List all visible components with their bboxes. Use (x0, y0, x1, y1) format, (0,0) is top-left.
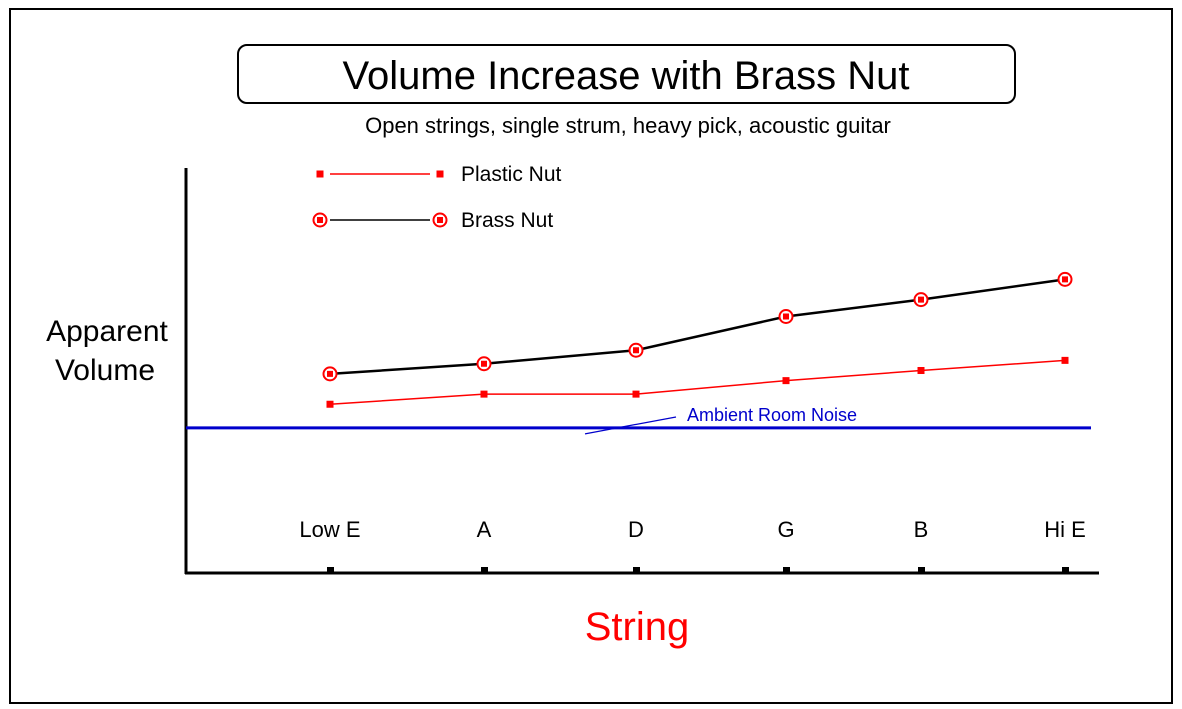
legend-item: Brass Nut (312, 209, 553, 232)
legend-label: Plastic Nut (461, 163, 562, 186)
data-point (326, 400, 334, 408)
legend: Plastic Nut Brass Nut (312, 163, 562, 232)
data-point (782, 377, 790, 385)
x-tick-label: Hi E (1044, 517, 1086, 542)
data-point (322, 366, 338, 382)
reference-leader-line (584, 416, 677, 435)
chart-subtitle: Open strings, single strum, heavy pick, … (365, 113, 891, 138)
legend-marker (316, 170, 324, 178)
marker-core (918, 296, 924, 303)
data-point (1057, 271, 1073, 287)
marker-core (437, 217, 443, 223)
x-tick (1062, 567, 1069, 574)
data-point (632, 390, 640, 398)
data-point (1061, 356, 1069, 364)
chart-title: Volume Increase with Brass Nut (343, 54, 910, 98)
data-point (628, 342, 644, 358)
x-tick-label: B (914, 517, 929, 542)
marker-core (317, 217, 323, 223)
data-point (476, 356, 492, 372)
marker-core (633, 347, 639, 354)
x-tick (481, 567, 488, 574)
y-axis-label-line-1: Apparent (46, 315, 168, 348)
series-line (329, 278, 1066, 376)
data-point (917, 367, 925, 374)
series-line (329, 359, 1066, 405)
x-tick-label: A (477, 517, 492, 542)
marker-core (327, 370, 333, 377)
legend-marker (436, 170, 444, 178)
outer-frame (9, 8, 1173, 704)
x-tick-layer: Low E A D G B Hi E (299, 517, 1086, 574)
legend-item: Plastic Nut (316, 163, 562, 186)
x-tick (327, 567, 334, 574)
title-box (237, 44, 1016, 104)
x-tick (633, 567, 640, 574)
reference-label: Ambient Room Noise (687, 405, 857, 425)
legend-label: Brass Nut (461, 209, 553, 232)
x-tick-label: G (777, 517, 794, 542)
marker-core (783, 313, 789, 320)
series-layer (322, 271, 1073, 408)
data-point (778, 309, 794, 324)
marker-core (1062, 276, 1068, 283)
reference-layer: Ambient Room Noise (186, 405, 1091, 435)
x-axis-title: String (585, 605, 690, 649)
x-tick-label: D (628, 517, 644, 542)
x-tick (783, 567, 790, 574)
data-point (480, 390, 488, 398)
series-plastic-nut (326, 356, 1069, 408)
x-tick-label: Low E (299, 517, 360, 542)
y-axis-label-line-2: Volume (55, 354, 155, 387)
legend-marker (432, 212, 448, 228)
data-point (913, 292, 929, 308)
x-tick (918, 567, 925, 574)
legend-marker (312, 212, 328, 228)
marker-core (481, 360, 487, 367)
series-brass-nut (322, 271, 1073, 382)
